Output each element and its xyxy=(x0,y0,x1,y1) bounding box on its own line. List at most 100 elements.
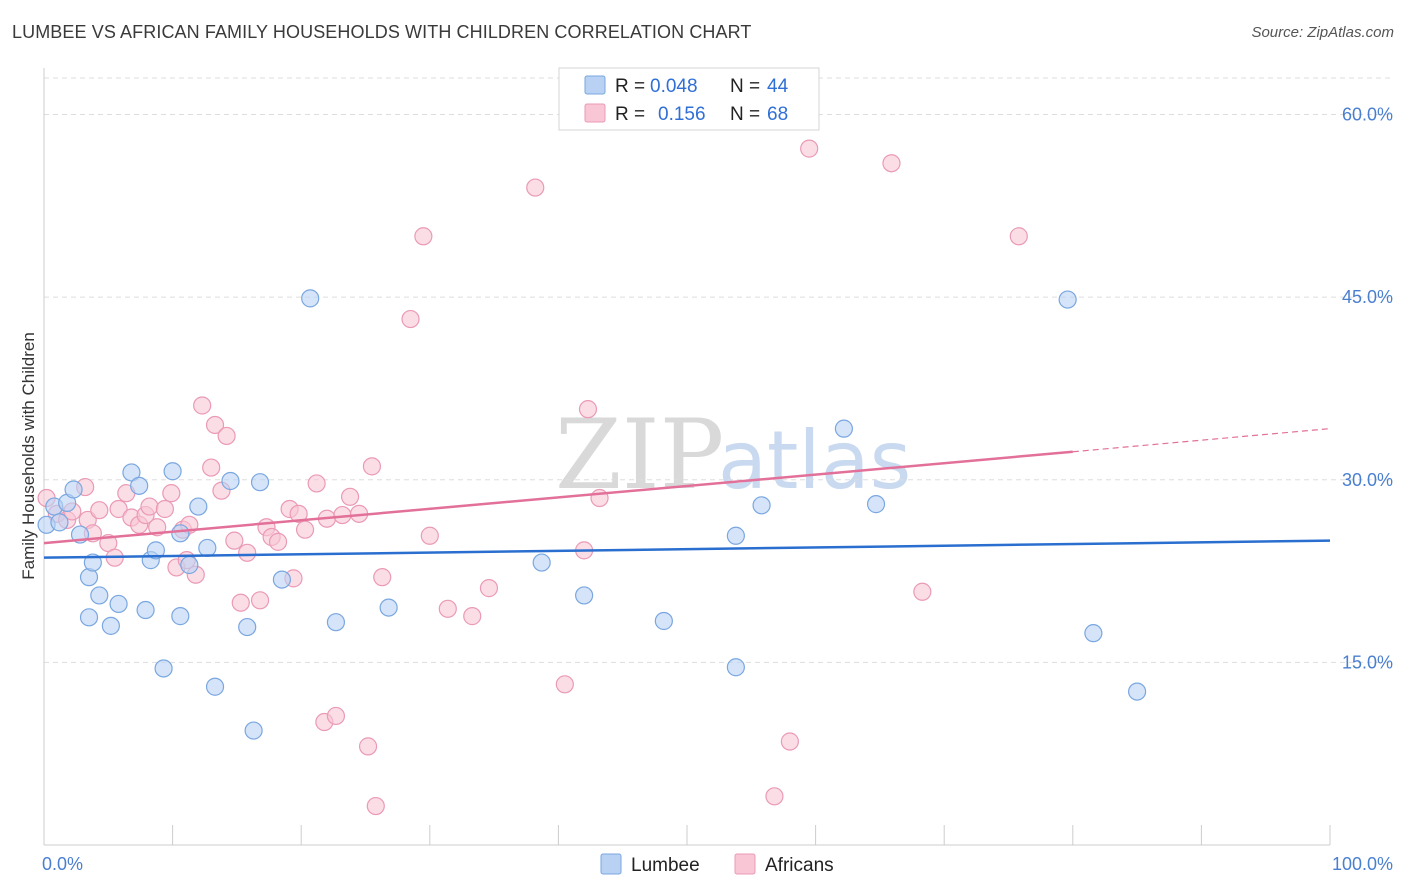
y-tick-label-15: 15.0% xyxy=(1342,652,1393,672)
lumbee-point-10 xyxy=(101,616,120,635)
lumbee-point-33 xyxy=(532,553,551,572)
bottom-legend: Lumbee Africans xyxy=(600,853,834,876)
lumbee-point-9 xyxy=(90,586,109,605)
lumbee-point-20 xyxy=(171,524,190,543)
legend-n-label-africans: N = xyxy=(730,104,760,125)
legend-r-label-africans: R = xyxy=(615,104,645,125)
lumbee-point-39 xyxy=(834,419,853,438)
africans-points xyxy=(37,139,1028,816)
legend-n-value-africans: 68 xyxy=(767,104,788,125)
africans-point-63 xyxy=(780,732,799,751)
lumbee-point-13 xyxy=(130,476,149,495)
bottom-legend-swatch-africans xyxy=(734,853,756,875)
chart-title: LUMBEE VS AFRICAN FAMILY HOUSEHOLDS WITH… xyxy=(12,22,752,42)
x-tick-label-min: 0.0% xyxy=(42,854,83,874)
legend-swatch-africans xyxy=(584,103,606,123)
africans-point-53 xyxy=(420,526,439,545)
legend-r-value-lumbee: 0.048 xyxy=(650,76,698,97)
lumbee-point-27 xyxy=(244,721,263,740)
africans-point-10 xyxy=(109,499,128,519)
y-axis-label: Family Households with Children xyxy=(19,332,38,580)
africans-point-7 xyxy=(90,501,109,520)
lumbee-point-24 xyxy=(205,677,225,696)
africans-trendline xyxy=(43,450,1073,545)
africans-point-43 xyxy=(326,706,346,726)
lumbee-point-30 xyxy=(301,289,320,308)
lumbee-point-31 xyxy=(326,613,346,632)
africans-point-17 xyxy=(155,499,174,519)
lumbee-point-40 xyxy=(866,495,886,514)
africans-point-38 xyxy=(289,504,308,523)
lumbee-point-23 xyxy=(198,538,217,558)
africans-point-30 xyxy=(231,593,250,612)
lumbee-point-16 xyxy=(146,541,165,560)
bottom-legend-swatch-lumbee xyxy=(600,853,622,875)
africans-point-32 xyxy=(250,591,270,610)
africans-point-64 xyxy=(800,139,819,158)
africans-point-25 xyxy=(202,458,221,477)
africans-point-62 xyxy=(765,787,784,806)
lumbee-point-21 xyxy=(180,555,199,575)
y-tick-labels: 15.0% 30.0% 45.0% 60.0% xyxy=(1342,105,1393,673)
africans-point-55 xyxy=(463,607,482,626)
africans-point-26 xyxy=(205,415,225,435)
top-legend: R = 0.048 N = 44 R = 0.156 N = 68 xyxy=(558,67,820,131)
africans-point-56 xyxy=(479,579,499,598)
source-label: Source: ZipAtlas.com xyxy=(1251,24,1394,41)
lumbee-point-2 xyxy=(50,513,69,532)
africans-point-24 xyxy=(193,396,212,415)
africans-point-39 xyxy=(295,520,315,539)
lumbee-point-42 xyxy=(1084,624,1103,643)
legend-n-value-lumbee: 44 xyxy=(767,76,789,97)
africans-point-31 xyxy=(238,543,257,562)
lumbee-point-38 xyxy=(752,496,771,515)
x-tick-label-max: 100.0% xyxy=(1332,854,1393,874)
africans-point-45 xyxy=(340,487,360,506)
lumbee-point-34 xyxy=(575,586,594,605)
lumbee-point-28 xyxy=(250,473,270,492)
lumbee-point-41 xyxy=(1058,290,1077,309)
africans-point-50 xyxy=(373,568,392,587)
lumbee-trendline xyxy=(43,539,1331,559)
gridlines xyxy=(44,77,1393,663)
lumbee-point-18 xyxy=(163,462,182,481)
lumbee-point-43 xyxy=(1127,682,1147,701)
bottom-legend-label-lumbee: Lumbee xyxy=(631,855,700,876)
africans-point-29 xyxy=(225,531,244,550)
x-ticks xyxy=(172,825,1331,845)
africans-point-52 xyxy=(414,227,433,246)
legend-r-value-africans: 0.156 xyxy=(658,104,706,125)
lumbee-point-12 xyxy=(122,463,141,482)
africans-point-18 xyxy=(162,484,181,503)
lumbee-point-17 xyxy=(154,659,173,678)
lumbee-point-35 xyxy=(654,611,673,631)
lumbee-points xyxy=(37,289,1147,740)
africans-point-47 xyxy=(358,737,378,756)
africans-point-15 xyxy=(140,497,159,516)
lumbee-point-29 xyxy=(272,570,292,589)
lumbee-point-19 xyxy=(171,607,190,626)
lumbee-point-26 xyxy=(238,617,257,637)
africans-point-65 xyxy=(882,154,901,173)
africans-point-48 xyxy=(362,457,382,476)
watermark-atlas: atlas xyxy=(718,414,911,507)
trendlines xyxy=(43,428,1331,559)
bottom-legend-label-africans: Africans xyxy=(765,855,834,876)
watermark-zip: ZIP xyxy=(555,399,724,511)
africans-point-60 xyxy=(578,400,598,419)
legend-n-label-lumbee: N = xyxy=(730,76,760,97)
lumbee-point-6 xyxy=(79,608,99,627)
africans-point-67 xyxy=(1009,227,1028,246)
legend-swatch-lumbee xyxy=(584,75,606,95)
legend-r-label-lumbee: R = xyxy=(615,76,645,97)
lumbee-point-14 xyxy=(136,600,155,620)
y-tick-label-30: 30.0% xyxy=(1342,470,1393,490)
y-tick-label-45: 45.0% xyxy=(1342,287,1393,307)
africans-point-49 xyxy=(366,796,385,816)
lumbee-point-4 xyxy=(64,480,83,499)
africans-point-58 xyxy=(555,675,574,694)
lumbee-point-25 xyxy=(221,471,240,491)
lumbee-point-36 xyxy=(726,658,745,677)
africans-point-40 xyxy=(307,474,326,493)
